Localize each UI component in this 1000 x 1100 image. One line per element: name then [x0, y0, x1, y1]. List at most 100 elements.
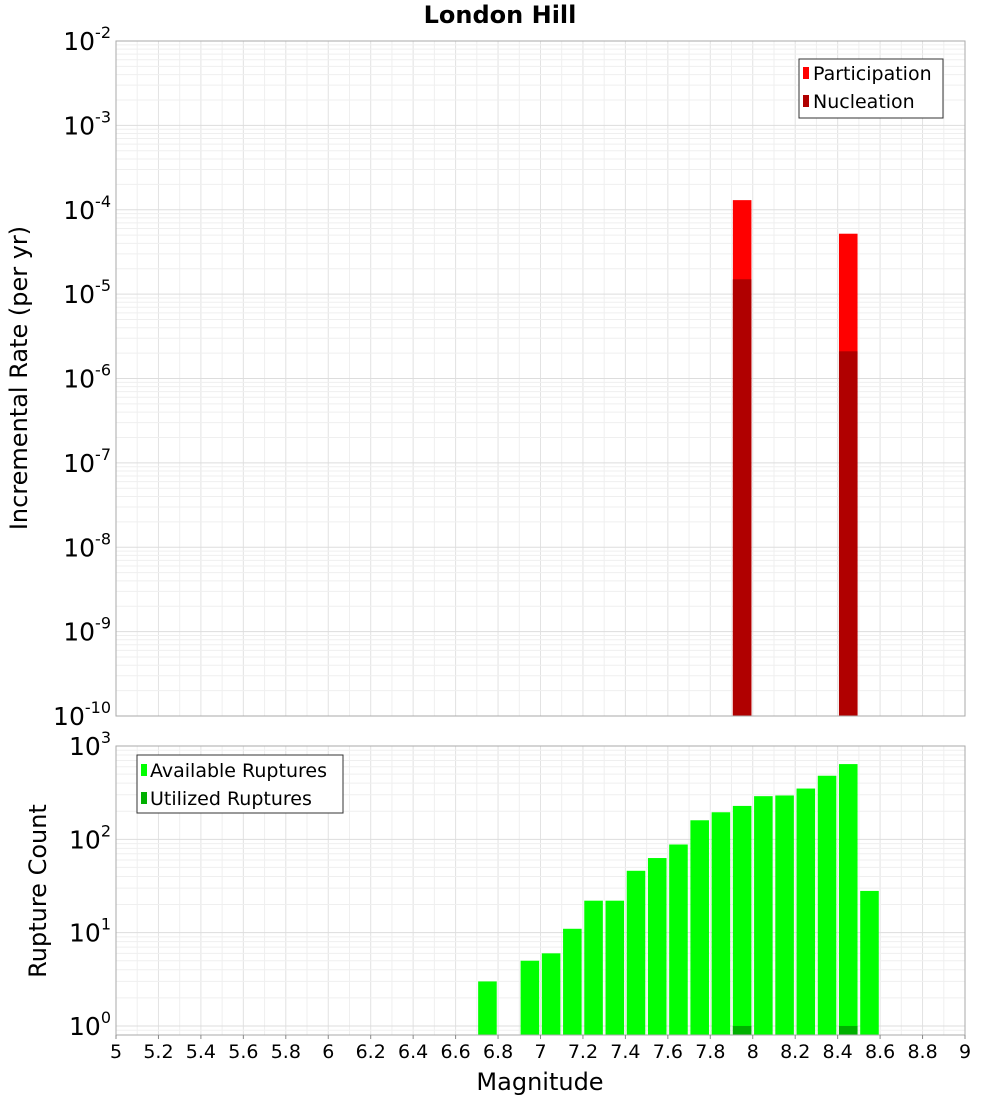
x-tick-label: 6	[322, 1041, 334, 1063]
count-y-tick-exponent: 2	[101, 821, 111, 840]
x-tick-label: 6.6	[440, 1041, 470, 1063]
legend-swatch-available	[141, 764, 147, 776]
x-tick-label: 6.8	[483, 1041, 513, 1063]
rate-bar-nucleation	[838, 351, 858, 716]
rate-plot-frame	[115, 40, 966, 717]
rate-y-tick-label: 10-5	[63, 276, 111, 309]
count-bar-available-ruptures	[817, 775, 837, 1035]
rate-y-tick-base: 10	[63, 618, 95, 647]
count-y-tick-base: 10	[69, 732, 101, 761]
count-bar-available-ruptures	[754, 796, 773, 1035]
count-bar-available-ruptures	[860, 890, 879, 1035]
rate-y-axis-label: Incremental Rate (per yr)	[5, 226, 33, 530]
x-tick-label: 6.2	[356, 1041, 386, 1063]
x-tick-label: 5.4	[186, 1041, 216, 1063]
count-bar-available-ruptures	[690, 820, 709, 1035]
x-tick-label: 5.6	[228, 1041, 258, 1063]
rate-grid	[115, 41, 966, 717]
count-y-tick-label: 100	[69, 1008, 111, 1041]
rate-legend-box	[798, 58, 944, 119]
rate-panel: 10-210-310-410-510-610-710-810-910-10 In…	[5, 23, 966, 731]
rate-y-tick-exponent: -3	[95, 107, 111, 126]
count-y-tick-label: 102	[69, 821, 111, 854]
legend-label-utilized: Utilized Ruptures	[150, 788, 312, 810]
rate-y-tick-exponent: -2	[95, 23, 111, 42]
rate-y-tick-base: 10	[63, 365, 95, 394]
rate-y-tick-label: 10-9	[63, 614, 111, 647]
x-tick-label: 7.8	[695, 1041, 725, 1063]
count-bar-available-ruptures	[796, 788, 816, 1035]
rate-y-tick-base: 10	[63, 111, 95, 140]
x-axis-label: Magnitude	[476, 1068, 603, 1096]
x-tick-label: 7.4	[610, 1041, 640, 1063]
count-bar-available-ruptures	[605, 900, 625, 1035]
rate-y-tick-label: 10-4	[63, 192, 111, 225]
legend-swatch-utilized	[141, 792, 147, 804]
rate-bar-nucleation	[732, 279, 752, 716]
count-bar-available-ruptures	[563, 928, 582, 1035]
rate-y-tick-exponent: -8	[95, 529, 111, 548]
rate-y-tick-base: 10	[63, 280, 95, 309]
count-y-axis-label: Rupture Count	[24, 804, 52, 978]
count-bar-utilized-ruptures	[838, 1025, 858, 1035]
count-y-tick-label: 103	[69, 728, 111, 761]
count-y-tick-base: 10	[69, 1012, 101, 1041]
legend-label-available: Available Ruptures	[150, 760, 327, 782]
rate-y-tick-exponent: -10	[85, 698, 111, 717]
count-legend-box	[136, 754, 344, 814]
rate-y-tick-base: 10	[63, 196, 95, 225]
x-tick-label: 8.2	[780, 1041, 810, 1063]
count-bar-available-ruptures	[775, 795, 794, 1035]
rate-y-tick-label: 10-2	[63, 23, 111, 56]
count-bar-available-ruptures	[626, 870, 646, 1035]
x-tick-label: 7	[534, 1041, 546, 1063]
chart-title: London Hill	[424, 1, 577, 29]
count-bar-available-ruptures	[732, 805, 752, 1035]
x-tick-label: 7.2	[568, 1041, 598, 1063]
legend-swatch-participation	[803, 67, 809, 79]
rate-legend: Participation Nucleation	[798, 58, 944, 119]
count-bar-available-ruptures	[520, 960, 540, 1035]
rate-y-tick-label: 10-8	[63, 529, 111, 562]
x-tick-label: 5.2	[143, 1041, 173, 1063]
x-tick-label: 8	[747, 1041, 759, 1063]
rate-y-tick-base: 10	[53, 702, 85, 731]
x-tick-label: 7.6	[653, 1041, 683, 1063]
count-bar-available-ruptures	[541, 953, 561, 1035]
count-bar-available-ruptures	[711, 812, 731, 1035]
x-tick-label: 9	[959, 1041, 971, 1063]
count-y-tick-base: 10	[69, 825, 101, 854]
rate-y-tick-base: 10	[63, 27, 95, 56]
rate-y-tick-label: 10-7	[63, 445, 111, 478]
count-bars	[478, 764, 879, 1035]
x-tick-label: 6.4	[398, 1041, 428, 1063]
legend-label-nucleation: Nucleation	[813, 91, 915, 113]
rate-y-tick-base: 10	[63, 533, 95, 562]
count-y-tick-label: 101	[69, 915, 111, 948]
magnitude-x-ticks: 5 5.2 5.4 5.6 5.8 6 6.2 6.4 6.6 6.8 7 7.2 7.4 7.6 7.8 8…	[110, 1035, 971, 1063]
rate-y-tick-label: 10-3	[63, 107, 111, 140]
count-bar-available-ruptures	[838, 764, 858, 1035]
count-bar-available-ruptures	[584, 900, 603, 1035]
count-bar-available-ruptures	[647, 858, 667, 1035]
count-y-tick-exponent: 1	[101, 915, 111, 934]
x-tick-label: 5.8	[271, 1041, 301, 1063]
rate-y-tick-exponent: -6	[95, 361, 111, 380]
x-tick-label: 8.4	[823, 1041, 853, 1063]
rate-y-ticks: 10-210-310-410-510-610-710-810-910-10	[53, 23, 111, 731]
legend-label-participation: Participation	[813, 63, 932, 85]
count-bar-available-ruptures	[669, 844, 688, 1035]
count-bar-available-ruptures	[478, 981, 497, 1035]
rate-y-tick-label: 10-10	[53, 698, 111, 731]
rate-y-tick-exponent: -9	[95, 614, 111, 633]
rate-bars	[732, 200, 858, 716]
count-y-tick-base: 10	[69, 919, 101, 948]
count-bar-utilized-ruptures	[732, 1025, 752, 1035]
x-tick-label: 8.6	[865, 1041, 895, 1063]
count-y-tick-exponent: 3	[101, 728, 111, 747]
legend-swatch-nucleation	[803, 95, 809, 107]
rate-y-tick-exponent: -5	[95, 276, 111, 295]
